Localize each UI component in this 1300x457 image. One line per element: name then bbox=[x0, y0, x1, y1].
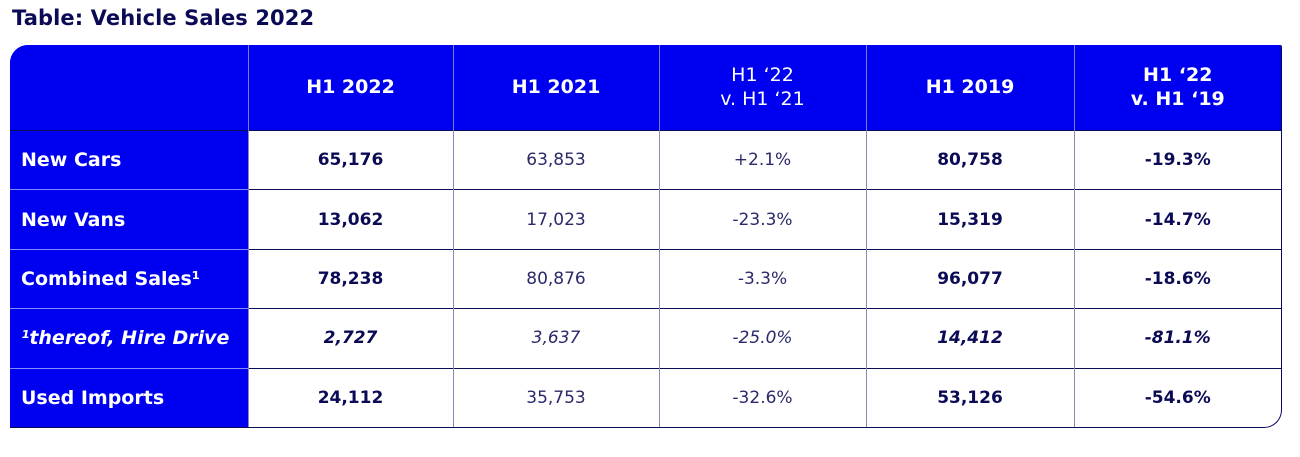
table-row-new-vans: New Vans 13,062 17,023 -23.3% 15,319 -14… bbox=[10, 189, 1281, 250]
cell-change-vs-2021: -3.3% bbox=[658, 248, 866, 309]
cell-h1-2019: 15,319 bbox=[865, 189, 1074, 250]
cell-change-vs-2019: -18.6% bbox=[1073, 248, 1281, 309]
header-label: H1 2019 bbox=[925, 75, 1015, 98]
cell-h1-2019: 80,758 bbox=[865, 129, 1074, 190]
cell-h1-2019: 14,412 bbox=[865, 308, 1074, 369]
header-corner-cell bbox=[10, 45, 248, 131]
cell-h1-2022: 65,176 bbox=[247, 129, 453, 190]
cell-h1-2021: 17,023 bbox=[452, 189, 659, 250]
cell-h1-2019: 96,077 bbox=[865, 248, 1074, 309]
cell-h1-2022: 2,727 bbox=[247, 308, 453, 369]
table-row-hire-drive: ¹thereof, Hire Drive 2,727 3,637 -25.0% … bbox=[10, 308, 1281, 369]
cell-h1-2021: 80,876 bbox=[452, 248, 659, 309]
page-title: Table: Vehicle Sales 2022 bbox=[12, 6, 315, 30]
cell-change-vs-2019: -19.3% bbox=[1073, 129, 1281, 190]
table-row-used-imports: Used Imports 24,112 35,753 -32.6% 53,126… bbox=[10, 367, 1281, 427]
header-h1-2019: H1 2019 bbox=[865, 45, 1074, 131]
header-h1-2021: H1 2021 bbox=[452, 45, 659, 131]
cell-h1-2019: 53,126 bbox=[865, 367, 1074, 427]
table-row-combined-sales: Combined Sales¹ 78,238 80,876 -3.3% 96,0… bbox=[10, 248, 1281, 309]
header-label: H1 2021 bbox=[511, 75, 601, 98]
cell-h1-2022: 24,112 bbox=[247, 367, 453, 427]
cell-change-vs-2019: -54.6% bbox=[1073, 367, 1281, 427]
cell-h1-2021: 63,853 bbox=[452, 129, 659, 190]
header-change-vs-2021: H1 ‘22 v. H1 ‘21 bbox=[658, 45, 866, 131]
row-label: ¹thereof, Hire Drive bbox=[10, 308, 248, 369]
header-h1-2022: H1 2022 bbox=[247, 45, 453, 131]
cell-change-vs-2021: +2.1% bbox=[658, 129, 866, 190]
header-label: H1 2022 bbox=[306, 75, 395, 98]
header-row: H1 2022 H1 2021 H1 ‘22 v. H1 ‘21 H1 2019… bbox=[10, 45, 1281, 131]
cell-h1-2021: 35,753 bbox=[452, 367, 659, 427]
row-label: Used Imports bbox=[10, 367, 248, 427]
cell-change-vs-2019: -81.1% bbox=[1073, 308, 1281, 369]
header-label-line1: H1 ‘22 bbox=[1143, 63, 1213, 86]
header-label-line2: v. H1 ‘19 bbox=[1130, 87, 1225, 110]
header-change-vs-2019: H1 ‘22 v. H1 ‘19 bbox=[1073, 45, 1281, 131]
cell-change-vs-2021: -25.0% bbox=[658, 308, 866, 369]
row-label: Combined Sales¹ bbox=[10, 248, 248, 309]
cell-h1-2021: 3,637 bbox=[452, 308, 659, 369]
cell-change-vs-2019: -14.7% bbox=[1073, 189, 1281, 250]
sales-table-container: H1 2022 H1 2021 H1 ‘22 v. H1 ‘21 H1 2019… bbox=[10, 45, 1282, 428]
header-label-line1: H1 ‘22 bbox=[731, 63, 794, 86]
cell-change-vs-2021: -23.3% bbox=[658, 189, 866, 250]
cell-change-vs-2021: -32.6% bbox=[658, 367, 866, 427]
table-row-new-cars: New Cars 65,176 63,853 +2.1% 80,758 -19.… bbox=[10, 129, 1281, 190]
row-label: New Vans bbox=[10, 189, 248, 250]
header-label-line2: v. H1 ‘21 bbox=[720, 87, 805, 110]
row-label: New Cars bbox=[10, 129, 248, 190]
cell-h1-2022: 78,238 bbox=[247, 248, 453, 309]
vehicle-sales-table: H1 2022 H1 2021 H1 ‘22 v. H1 ‘21 H1 2019… bbox=[10, 45, 1281, 427]
cell-h1-2022: 13,062 bbox=[247, 189, 453, 250]
